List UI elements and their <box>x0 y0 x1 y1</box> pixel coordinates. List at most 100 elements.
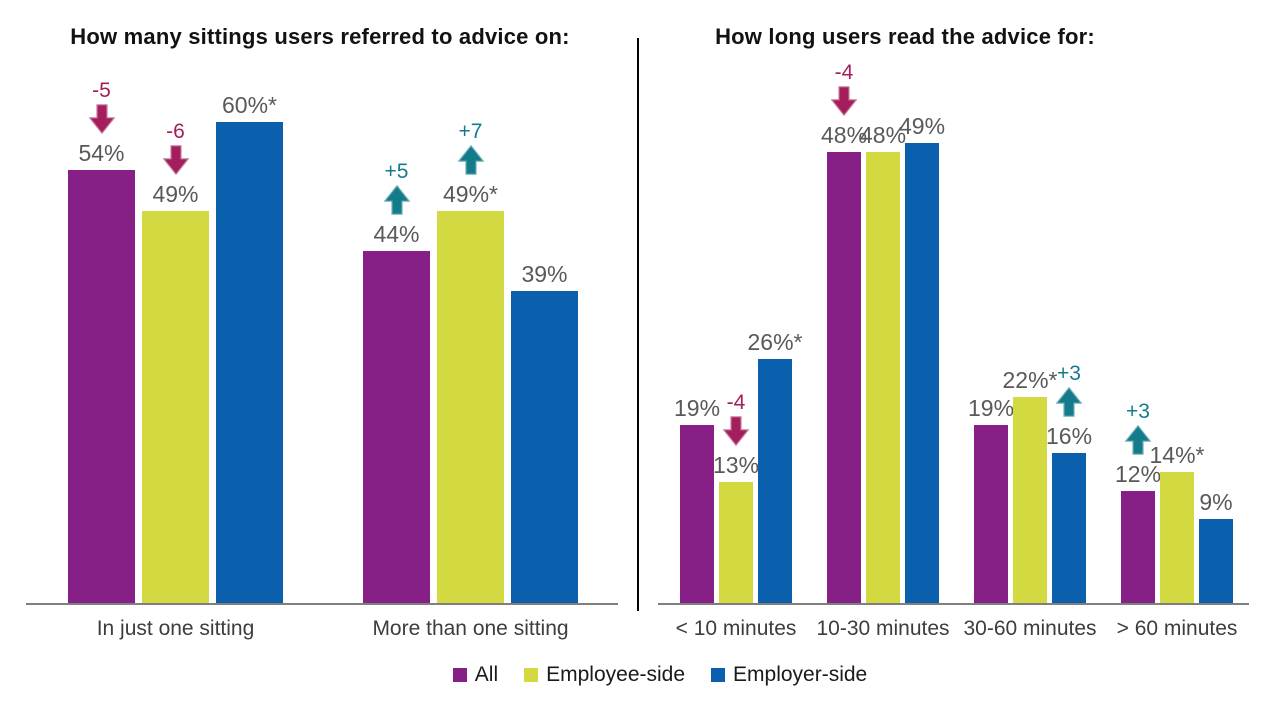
legend-label: Employer-side <box>733 663 868 686</box>
bar-group: -4 48% 48% 49% <box>821 60 945 604</box>
legend-item-all: All <box>452 663 499 687</box>
bar-value-label: 48% <box>859 121 907 148</box>
legend-label: Employee-side <box>546 663 686 686</box>
x-axis-line-sittings <box>26 603 618 605</box>
delta-label: +3 <box>1057 361 1081 385</box>
bar-value-label: 48% <box>820 121 868 148</box>
bar-column: 48% <box>860 123 906 604</box>
chart-title-sittings: How many sittings users referred to advi… <box>70 24 570 49</box>
bar-employee-side <box>437 211 504 604</box>
bar-employee-side <box>1160 472 1194 604</box>
bar-employee-side <box>866 152 900 604</box>
bar-column: 9% <box>1199 490 1233 604</box>
bar-value-label: 60%* <box>222 91 277 118</box>
bar-group: 19% 22%* +3 16% <box>968 361 1092 604</box>
bar-value-label: 16% <box>1045 422 1093 449</box>
legend-swatch <box>711 668 726 682</box>
bar-employee-side <box>1013 397 1047 604</box>
category-labels-duration: < 10 minutes 10-30 minutes 30-60 minutes > … <box>658 617 1238 641</box>
decrease-arrow-icon <box>722 416 750 447</box>
bar-value-label: 12% <box>1114 460 1162 487</box>
bar-column: -4 13% <box>713 390 759 604</box>
bar-employer-side <box>511 291 578 604</box>
category-label: In just one sitting <box>96 617 255 640</box>
bar-employer-side <box>1052 453 1086 604</box>
category-label: 10-30 minutes <box>816 617 950 640</box>
bar-value-label: 19% <box>673 394 721 421</box>
bar-group: -5 54% -6 49% 60%* <box>68 80 283 604</box>
bar-value-label: 26%* <box>747 328 803 355</box>
bar-all <box>827 152 861 604</box>
bar-column: +7 49%* <box>437 121 504 604</box>
decrease-arrow-icon <box>87 104 116 135</box>
increase-arrow-icon <box>1124 424 1152 455</box>
bar-column: -4 48% <box>821 60 867 604</box>
legend-label: All <box>474 663 499 686</box>
delta-label: -6 <box>166 119 185 143</box>
bar-value-label: 9% <box>1199 488 1233 515</box>
legend-item-employer-side: Employer-side <box>711 663 867 687</box>
bar-value-label: 49%* <box>443 180 498 207</box>
increase-arrow-icon <box>1055 386 1083 417</box>
legend-swatch <box>524 668 539 682</box>
bar-column: +3 16% <box>1046 361 1092 604</box>
category-labels-sittings: In just one sitting More than one sitting <box>30 617 578 641</box>
chart-legend: All Employee-side Employer-side <box>20 663 1280 687</box>
bar-column: -5 54% <box>68 80 135 604</box>
bar-column: 60%* <box>216 93 283 604</box>
bar-all <box>1121 491 1155 604</box>
bar-value-label: 44% <box>373 220 420 247</box>
plot-area-sittings: -5 54% -6 49% 60%* +5 44% +7 49%* 39% <box>30 58 610 604</box>
delta-label: +3 <box>1126 399 1150 423</box>
delta-label: -4 <box>834 60 854 84</box>
bar-all <box>974 425 1008 604</box>
bar-employer-side <box>758 359 792 604</box>
bar-column: 49% <box>899 114 945 604</box>
bar-group: 19% -4 13% 26%* <box>674 330 803 604</box>
bar-value-label: 54% <box>78 139 125 166</box>
increase-arrow-icon <box>382 184 411 215</box>
x-axis-line-duration <box>658 603 1249 605</box>
increase-arrow-icon <box>456 144 485 175</box>
delta-label: +7 <box>458 119 483 143</box>
plot-area-duration: 19% -4 13% 26%* -4 48% 48% 49% 19% 22%* +3 16% +3 12%… <box>658 58 1244 604</box>
bar-value-label: 19% <box>967 394 1015 421</box>
bar-employee-side <box>719 482 753 604</box>
legend-item-employee-side: Employee-side <box>524 663 685 687</box>
bar-column: 14%* <box>1150 443 1205 604</box>
bar-group: +3 12% 14%* 9% <box>1115 399 1233 604</box>
bar-column: +5 44% <box>363 161 430 604</box>
category-label: < 10 minutes <box>675 617 797 640</box>
bar-employee-side <box>142 211 209 604</box>
bar-employer-side <box>905 143 939 604</box>
legend-swatch <box>452 668 467 682</box>
delta-label: +5 <box>384 159 409 183</box>
bar-column: 26%* <box>748 330 803 604</box>
bar-column: -6 49% <box>142 121 209 604</box>
bar-group: +5 44% +7 49%* 39% <box>363 121 578 604</box>
bar-value-label: 13% <box>712 451 760 478</box>
decrease-arrow-icon <box>161 145 190 176</box>
bar-value-label: 49% <box>152 180 199 207</box>
bar-all <box>363 251 430 604</box>
bar-value-label: 14%* <box>1149 441 1205 468</box>
panel-divider-line <box>637 38 639 611</box>
delta-label: -5 <box>92 78 111 102</box>
decrease-arrow-icon <box>830 86 858 117</box>
category-label: > 60 minutes <box>1116 617 1238 640</box>
bar-column: 22%* <box>1003 368 1058 604</box>
bar-column: +3 12% <box>1115 399 1161 604</box>
bar-value-label: 39% <box>521 260 568 287</box>
bar-column: 19% <box>674 396 720 604</box>
bar-value-label: 22%* <box>1002 366 1058 393</box>
bar-employer-side <box>1199 519 1233 604</box>
chart-title-duration: How long users read the advice for: <box>715 24 1095 49</box>
bar-value-label: 49% <box>898 112 946 139</box>
delta-label: -4 <box>726 390 746 414</box>
bar-employer-side <box>216 122 283 604</box>
category-label: 30-60 minutes <box>963 617 1097 640</box>
category-label: More than one sitting <box>372 617 569 640</box>
bar-all <box>680 425 714 604</box>
bar-column: 39% <box>511 262 578 604</box>
